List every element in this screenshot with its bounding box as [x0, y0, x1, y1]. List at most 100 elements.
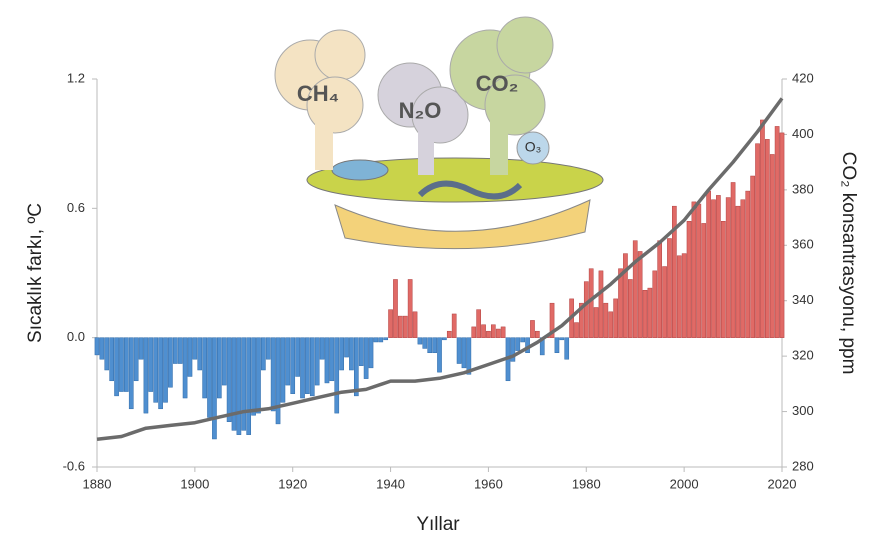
bar	[344, 337, 349, 358]
bar	[133, 337, 139, 382]
bar	[212, 337, 217, 440]
bar	[769, 154, 775, 338]
x-tick-label: 1900	[180, 476, 209, 491]
bar	[446, 330, 452, 338]
bar	[613, 298, 618, 338]
bar	[618, 268, 623, 338]
bar	[216, 337, 222, 399]
y2-tick-label: 280	[792, 458, 814, 473]
y2-tick-label: 340	[792, 292, 814, 307]
bar	[412, 311, 418, 338]
bar	[623, 253, 628, 338]
bar	[378, 337, 384, 343]
bar	[486, 330, 491, 338]
bar	[583, 281, 589, 338]
x-tick-label: 1940	[376, 476, 405, 491]
bar	[750, 175, 755, 338]
bar	[720, 221, 726, 338]
bar	[138, 337, 144, 360]
bar	[579, 302, 584, 338]
bar	[246, 337, 252, 435]
bar	[730, 182, 736, 338]
x-tick-label: 1960	[474, 476, 503, 491]
y-axis-title: Sıcaklık farkı, ºC	[25, 203, 46, 343]
bar	[207, 337, 212, 418]
bar	[124, 337, 129, 392]
bar	[652, 270, 658, 338]
bar	[334, 337, 340, 414]
y2-tick-label: 420	[792, 70, 814, 85]
x-tick-label: 1880	[83, 476, 112, 491]
x-axis-title: Yıllar	[416, 514, 460, 535]
bar	[251, 337, 256, 416]
x-tick-label: 1980	[572, 476, 601, 491]
bar	[657, 240, 663, 338]
bar	[598, 270, 604, 338]
bar	[329, 337, 335, 382]
bar	[676, 255, 682, 338]
bar	[437, 337, 442, 373]
gas-label: N₂O	[399, 98, 442, 123]
bar	[197, 337, 203, 371]
y2-tick-label: 380	[792, 181, 814, 196]
bar	[226, 337, 232, 422]
bar	[461, 337, 467, 369]
bar	[290, 337, 296, 394]
bar	[407, 279, 413, 338]
bar	[104, 337, 110, 371]
bar	[549, 302, 555, 338]
bar	[143, 337, 149, 414]
bar	[495, 328, 501, 338]
bar	[774, 126, 780, 338]
bar	[432, 337, 437, 354]
bar	[202, 337, 207, 399]
bar	[735, 205, 741, 338]
bar	[285, 337, 291, 386]
bar	[471, 326, 477, 338]
bar	[466, 337, 472, 375]
bar	[662, 266, 667, 338]
bar	[627, 279, 633, 338]
bar	[686, 221, 692, 338]
bar	[388, 309, 393, 338]
bar	[187, 337, 193, 377]
bar	[672, 205, 677, 338]
bar	[398, 315, 403, 338]
bar	[515, 337, 521, 351]
bar	[554, 337, 560, 354]
x-tick-label: 1920	[278, 476, 307, 491]
bar	[564, 337, 570, 360]
bar	[745, 190, 751, 338]
bar	[368, 337, 374, 369]
bar	[300, 337, 305, 399]
bar	[182, 337, 188, 399]
bar	[339, 337, 344, 371]
bar	[221, 337, 227, 386]
bar	[535, 330, 540, 338]
gas-label: CO₂	[476, 71, 519, 96]
bar	[314, 337, 320, 386]
y2-tick-label: 320	[792, 348, 814, 363]
bar	[559, 337, 565, 341]
gas-label: CH₄	[297, 81, 339, 106]
bar	[417, 337, 423, 345]
bar	[309, 337, 315, 397]
bar	[319, 337, 325, 360]
x-tick-label: 2020	[768, 476, 797, 491]
bar	[632, 240, 638, 338]
bar	[114, 337, 119, 397]
bar	[451, 313, 457, 338]
bar	[324, 337, 330, 384]
bar	[422, 337, 428, 349]
bar	[530, 320, 535, 338]
bar	[241, 337, 247, 431]
bar	[280, 337, 286, 403]
bar	[681, 253, 687, 338]
bar	[603, 302, 609, 338]
bar	[349, 337, 354, 371]
bar	[94, 337, 100, 356]
bar	[148, 337, 154, 392]
bar	[500, 326, 506, 338]
bar	[172, 337, 178, 364]
bar	[637, 251, 643, 338]
